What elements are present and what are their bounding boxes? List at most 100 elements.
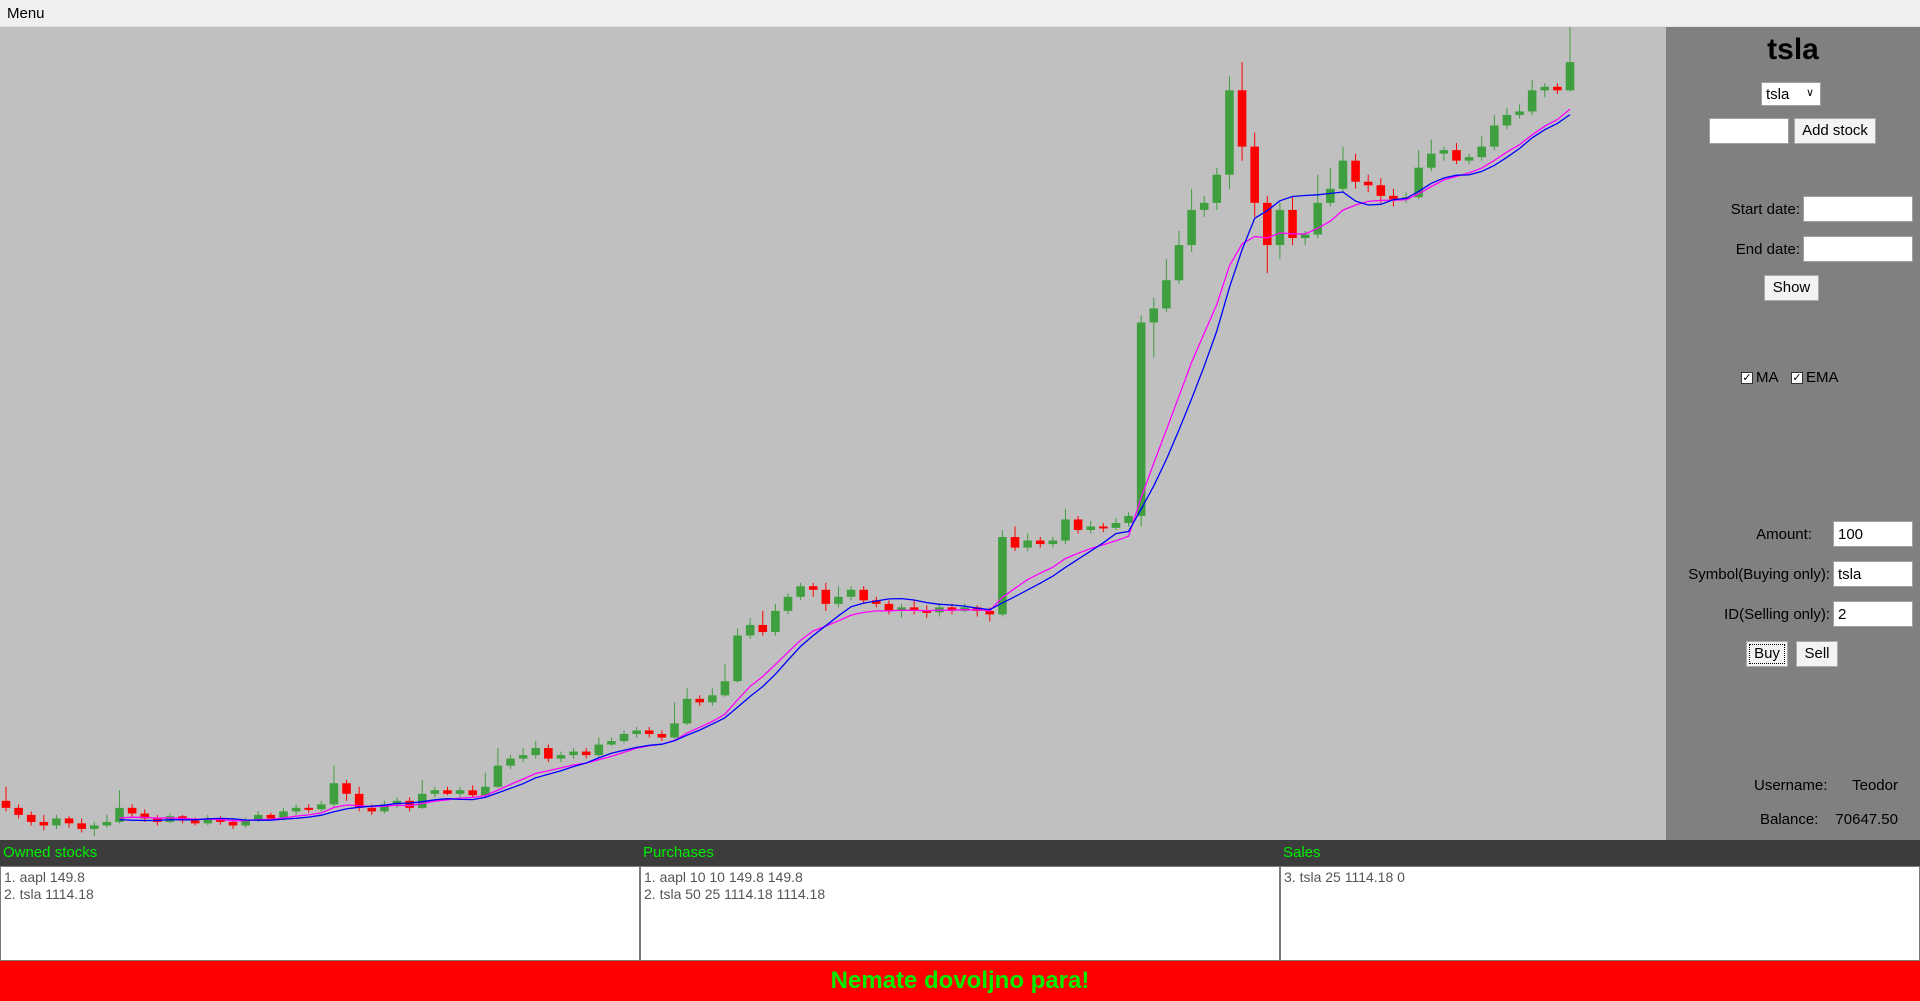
start-date-input[interactable] xyxy=(1803,196,1913,222)
stock-title: tsla xyxy=(1767,33,1819,66)
menu-bar: Menu xyxy=(0,0,1920,27)
owned-stocks-column: Owned stocks 1. aapl 149.8 2. tsla 1114.… xyxy=(0,840,640,961)
owned-stocks-list[interactable]: 1. aapl 149.8 2. tsla 1114.18 xyxy=(0,866,640,961)
ma-checkbox[interactable]: ✓ xyxy=(1741,372,1753,384)
sales-column: Sales 3. tsla 25 1114.18 0 xyxy=(1280,840,1920,961)
candle-up xyxy=(392,800,402,805)
candle-up xyxy=(417,793,427,808)
candle-down xyxy=(872,600,881,604)
candle-up xyxy=(1061,519,1070,541)
list-item[interactable]: 2. tsla 1114.18 xyxy=(4,886,94,902)
candle-up xyxy=(1048,540,1058,545)
candle-up xyxy=(1338,160,1348,189)
candle-up xyxy=(1136,322,1146,516)
candle-up xyxy=(632,730,641,734)
stock-select[interactable]: tsla ∨ xyxy=(1761,82,1821,106)
owned-stocks-header: Owned stocks xyxy=(3,844,98,861)
candle-up xyxy=(771,610,780,632)
candle-up xyxy=(670,723,679,738)
candle-up xyxy=(102,821,112,826)
candle-down xyxy=(1363,181,1373,186)
list-item[interactable]: 3. tsla 25 1114.18 0 xyxy=(1284,869,1405,885)
candle-up xyxy=(607,741,616,745)
candle-up xyxy=(430,790,440,794)
amount-input[interactable] xyxy=(1833,521,1913,547)
candle-down xyxy=(1351,160,1360,182)
id-label: ID(Selling only): xyxy=(1724,606,1830,623)
new-symbol-input[interactable] xyxy=(1709,118,1789,144)
list-item[interactable]: 2. tsla 50 25 1114.18 1114.18 xyxy=(644,886,826,902)
username-label: Username: xyxy=(1754,777,1828,794)
candle-up xyxy=(115,807,124,822)
end-date-input[interactable] xyxy=(1803,236,1913,262)
candle-down xyxy=(26,814,36,822)
candle-up xyxy=(720,681,730,696)
candle-up xyxy=(203,818,213,824)
candle-down xyxy=(1389,195,1398,200)
candle-up xyxy=(1540,86,1550,91)
candle-up xyxy=(682,698,692,724)
candle-up xyxy=(317,804,326,810)
start-date-label: Start date: xyxy=(1730,201,1800,218)
candle-down xyxy=(1010,537,1020,548)
candle-up xyxy=(708,695,717,703)
candle-up xyxy=(531,748,541,756)
candle-down xyxy=(644,730,654,734)
candle-down xyxy=(1250,146,1259,203)
candle-up xyxy=(380,804,389,812)
candle-up xyxy=(834,596,843,604)
candle-up xyxy=(1023,540,1032,548)
candle-down xyxy=(1237,90,1247,147)
ema-checkbox-label: EMA xyxy=(1806,369,1839,386)
candle-down xyxy=(228,821,238,826)
candle-down xyxy=(1099,526,1108,529)
candle-up xyxy=(1162,280,1171,309)
id-input[interactable] xyxy=(1833,601,1913,627)
purchases-column: Purchases 1. aapl 10 10 149.8 149.8 2. t… xyxy=(640,840,1280,961)
ema-checkbox[interactable]: ✓ xyxy=(1791,372,1803,384)
list-item[interactable]: 1. aapl 10 10 149.8 149.8 xyxy=(644,869,803,885)
candle-up xyxy=(1225,90,1234,175)
end-date-label: End date: xyxy=(1735,241,1800,258)
candle-up xyxy=(1464,157,1474,161)
candle-up xyxy=(1212,174,1222,203)
sales-list[interactable]: 3. tsla 25 1114.18 0 xyxy=(1280,866,1920,961)
candle-down xyxy=(1035,540,1045,545)
candle-down xyxy=(859,589,868,601)
candle-up xyxy=(1490,125,1499,147)
amount-label: Amount: xyxy=(1756,526,1812,543)
buy-button[interactable]: Buy xyxy=(1746,641,1788,667)
candle-up xyxy=(745,624,755,636)
candle-down xyxy=(127,807,137,814)
control-panel: tsla tsla ∨ Add stock Start date: End da… xyxy=(1666,27,1920,840)
candle-down xyxy=(884,603,894,611)
candle-up xyxy=(329,783,339,805)
candle-down xyxy=(1073,519,1083,530)
purchases-list[interactable]: 1. aapl 10 10 149.8 149.8 2. tsla 50 25 … xyxy=(640,866,1280,961)
candle-down xyxy=(1288,209,1297,239)
candle-up xyxy=(481,786,490,796)
candle-up xyxy=(1149,308,1159,323)
candle-up xyxy=(1313,202,1323,235)
candle-down xyxy=(1452,150,1461,161)
candle-up xyxy=(279,811,288,819)
username-value: Teodor xyxy=(1852,777,1898,794)
candle-up xyxy=(253,814,263,821)
candle-up xyxy=(506,758,515,766)
stock-select-value: tsla xyxy=(1766,86,1790,103)
candle-up xyxy=(733,635,742,682)
show-button[interactable]: Show xyxy=(1764,275,1819,301)
add-stock-button[interactable]: Add stock xyxy=(1794,118,1876,144)
candle-down xyxy=(342,783,351,794)
candle-down xyxy=(657,733,667,738)
candle-up xyxy=(241,820,250,826)
sell-button[interactable]: Sell xyxy=(1796,641,1838,667)
list-item[interactable]: 1. aapl 149.8 xyxy=(4,869,85,885)
symbol-input[interactable] xyxy=(1833,561,1913,587)
candle-up xyxy=(1502,114,1512,126)
symbol-label: Symbol(Buying only): xyxy=(1688,566,1830,583)
menu-button[interactable]: Menu xyxy=(7,5,45,22)
candle-down xyxy=(266,814,276,819)
candle-down xyxy=(909,607,919,611)
balance-value: 70647.50 xyxy=(1835,811,1898,828)
